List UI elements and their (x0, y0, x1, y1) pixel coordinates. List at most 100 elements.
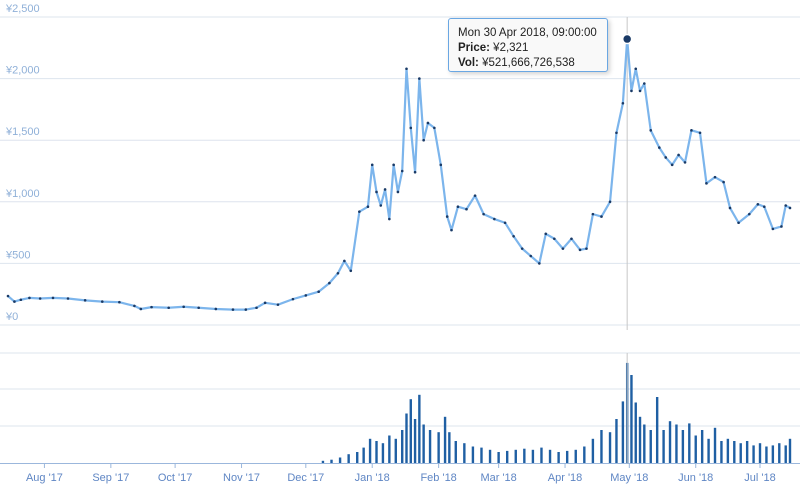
price-point (433, 126, 436, 130)
volume-bar (330, 459, 333, 463)
time-axis: Aug '17 Sep '17 Oct '17 Nov '17 Dec '17 Jan '… (26, 463, 776, 484)
volume-bar (707, 438, 710, 463)
volume-bar (388, 435, 391, 463)
price-point (634, 67, 638, 71)
time-tick-label: Oct '17 (158, 472, 193, 484)
price-point (167, 306, 170, 310)
price-point (670, 163, 674, 167)
price-point (450, 228, 453, 232)
volume-bar (548, 449, 552, 463)
volume-bar (784, 445, 787, 463)
price-point (370, 163, 374, 167)
price-line (7, 37, 791, 311)
volume-bar (497, 452, 500, 463)
price-point (677, 153, 680, 157)
volume-bar (523, 448, 526, 463)
price-point (6, 294, 10, 298)
volume-bar (713, 427, 717, 463)
volume-columns (0, 362, 800, 464)
price-point (544, 232, 548, 236)
volume-bar (615, 419, 618, 463)
price-point (100, 300, 104, 303)
price-point (413, 170, 417, 174)
price-point (38, 297, 42, 300)
price-tick-label: ¥2,500 (5, 3, 40, 15)
volume-bar (638, 416, 642, 463)
volume-bar (448, 432, 451, 463)
price-point (426, 121, 430, 125)
volume-bar (321, 460, 325, 463)
price-point (150, 305, 153, 309)
volume-bar (771, 445, 775, 463)
price-point (512, 234, 515, 238)
tooltip-vol-value: ¥521,666,726,538 (482, 57, 575, 69)
price-point (439, 163, 443, 167)
time-tick-label: May '18 (610, 472, 648, 484)
price-point (608, 200, 612, 204)
volume-bar (505, 450, 509, 463)
price-point (28, 296, 31, 300)
price-point (349, 269, 353, 273)
price-point (591, 212, 595, 216)
volume-bar (788, 438, 792, 463)
tooltip-price-label: Price: (458, 42, 490, 54)
price-point (482, 212, 485, 216)
volume-bar (752, 445, 755, 463)
price-point (728, 206, 732, 210)
price-point (756, 202, 760, 206)
volume-bar (600, 430, 603, 463)
tooltip: Mon 30 Apr 2018, 09:00:00 Price: ¥2,321 … (448, 18, 608, 72)
time-tick-label: Jan '18 (355, 472, 390, 484)
price-point (336, 271, 340, 275)
price-point (762, 205, 766, 209)
price-point (366, 205, 370, 209)
volume-bar (514, 449, 517, 463)
price-tick-label: ¥1,500 (5, 126, 40, 138)
price-point (388, 217, 391, 221)
volume-bar (765, 446, 768, 463)
volume-bar (591, 438, 595, 463)
price-point (585, 247, 588, 250)
volume-bar (463, 443, 466, 463)
tooltip-price-row: Price: ¥2,321 (458, 41, 607, 56)
volume-bar (662, 430, 665, 463)
price-point (400, 169, 404, 173)
price-point (51, 296, 55, 300)
price-point (737, 221, 740, 225)
volume-bar (668, 421, 672, 463)
price-point (383, 188, 387, 191)
volume-bar (375, 441, 378, 463)
price-point (244, 308, 248, 311)
price-point (698, 131, 702, 135)
volume-bar (347, 454, 350, 463)
time-tick-label: Mar '18 (480, 472, 516, 484)
volume-bar (655, 397, 659, 463)
price-axis: ¥0 ¥500 ¥1,000 ¥1,500 ¥2,000 ¥2,500 (5, 3, 40, 323)
price-point (291, 297, 295, 301)
volume-bar (634, 402, 637, 463)
time-tick-label: Aug '17 (26, 472, 63, 484)
price-point (570, 237, 573, 241)
volume-bar (583, 446, 586, 463)
price-point (683, 161, 687, 164)
volume-bar (405, 413, 408, 463)
volume-bar (368, 438, 372, 463)
price-point (621, 101, 625, 105)
volume-bar (649, 430, 652, 463)
volume-bar (758, 443, 762, 463)
price-point (139, 307, 143, 311)
price-point (664, 156, 668, 159)
price-point (780, 225, 783, 228)
time-tick-label: Feb '18 (420, 472, 456, 484)
price-point (561, 247, 565, 250)
price-point (317, 290, 320, 294)
price-point (375, 190, 378, 194)
price-point (771, 227, 775, 231)
volume-bar (381, 443, 385, 463)
price-point (456, 205, 460, 209)
price-point (392, 163, 395, 167)
price-point (722, 180, 725, 184)
volume-bar (443, 416, 447, 463)
volume-bar (454, 441, 457, 463)
